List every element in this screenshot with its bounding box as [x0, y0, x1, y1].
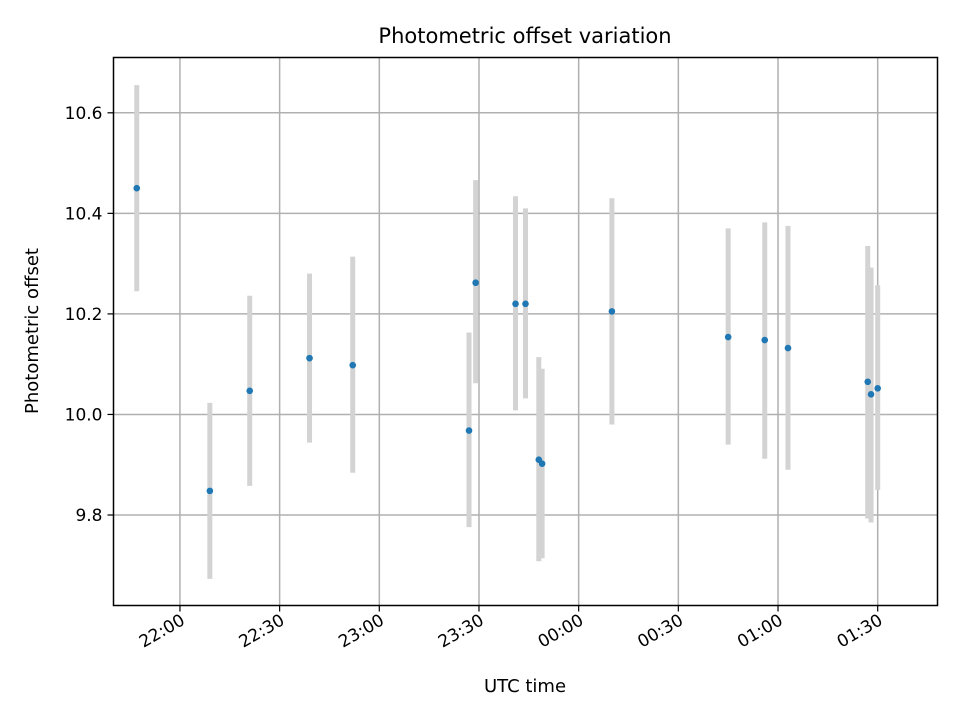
x-tick-label: 23:30 [435, 611, 487, 653]
data-point [724, 333, 732, 341]
data-point [761, 336, 769, 344]
y-tick-label: 10.0 [65, 405, 103, 425]
data-point [306, 354, 313, 362]
x-axis-ticks: 22:00 22:30 23:00 23:30 00:00 00:30 01:00 01:30 [136, 605, 886, 653]
data-point [133, 184, 141, 192]
x-tick-label: 00:30 [634, 611, 686, 653]
error-bars [134, 85, 881, 579]
data-point [608, 308, 616, 315]
data-point [784, 344, 792, 352]
y-axis-ticks: 9.8 10.0 10.2 10.4 10.6 [65, 104, 114, 526]
data-point [465, 427, 473, 434]
data-point [512, 300, 519, 308]
data-points [133, 184, 881, 495]
y-tick-label: 10.6 [65, 104, 103, 124]
y-tick-label: 10.4 [65, 204, 103, 224]
x-tick-label: 00:00 [535, 611, 587, 653]
y-tick-label: 9.8 [75, 506, 102, 526]
x-tick-label: 22:30 [236, 611, 288, 653]
data-point [246, 387, 254, 395]
data-point [874, 385, 881, 392]
plot-frame [112, 56, 939, 607]
data-point [349, 361, 357, 369]
y-axis-label: Photometric offset [22, 248, 43, 414]
x-tick-label: 01:30 [834, 611, 886, 653]
data-point [522, 300, 529, 308]
x-tick-label: 22:00 [136, 611, 188, 653]
data-point [867, 391, 875, 398]
data-point [472, 279, 479, 287]
x-tick-label: 23:00 [335, 611, 387, 653]
x-tick-label: 01:00 [734, 611, 786, 653]
x-axis-label: UTC time [484, 676, 566, 697]
data-point [538, 460, 546, 468]
data-point [864, 378, 872, 386]
data-point [206, 487, 214, 495]
y-tick-label: 10.2 [65, 305, 103, 325]
chart-title: Photometric offset variation [378, 24, 671, 48]
